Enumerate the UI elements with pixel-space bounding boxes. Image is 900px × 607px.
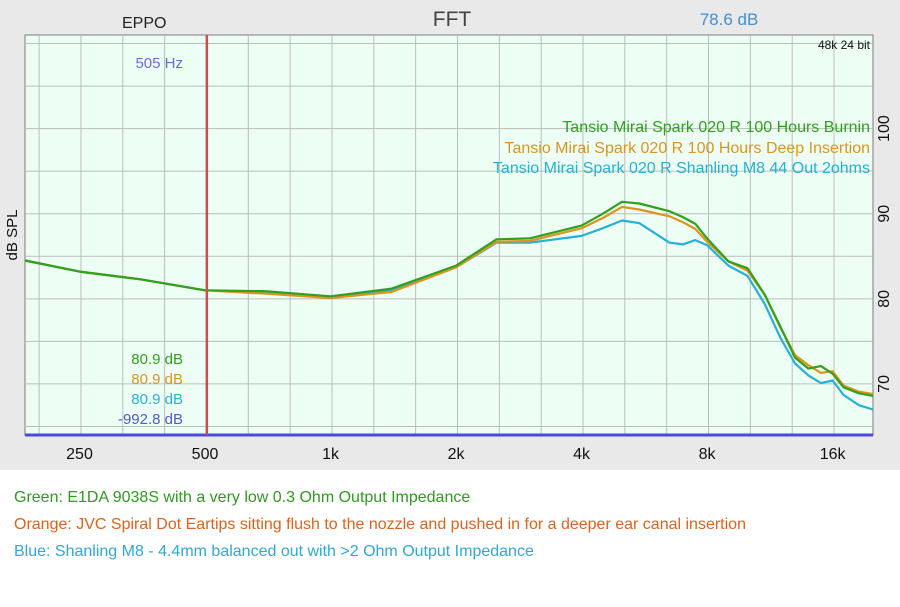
y-tick-label: 90 — [876, 205, 893, 223]
legend-entry: Tansio Mirai Spark 020 R Shanling M8 44 … — [493, 160, 870, 177]
level-readout-row: 80.9 dB — [131, 391, 183, 408]
x-tick-label: 250 — [66, 446, 93, 463]
x-tick-label: 4k — [573, 446, 591, 463]
series-group — [24, 200, 874, 411]
legend-entry: Tansio Mirai Spark 020 R 100 Hours Deep … — [504, 140, 870, 157]
cursor-frequency-label: 505 Hz — [135, 55, 183, 72]
x-tick-label: 8k — [699, 446, 717, 463]
caption-green: Green: E1DA 9038S with a very low 0.3 Oh… — [14, 489, 471, 506]
level-readout-row: 80.9 dB — [131, 371, 183, 388]
caption-blue: Blue: Shanling M8 - 4.4mm balanced out w… — [14, 543, 534, 560]
fft-chart: 250 500 1k 2k 4k 8k 16k 70 80 90 100 Tansio Mirai S… — [0, 0, 900, 470]
y-axis-label: dB SPL — [4, 210, 21, 261]
level-readout-row: 80.9 dB — [131, 351, 183, 368]
labels: 250 500 1k 2k 4k 8k 16k 70 80 90 100 Tansio Mirai S… — [66, 115, 893, 463]
x-tick-label: 1k — [322, 446, 340, 463]
grid — [25, 35, 873, 435]
header-left-label: EPPO — [122, 15, 166, 32]
y-tick-label: 80 — [876, 290, 893, 308]
chart-title: FFT — [433, 8, 472, 31]
y-tick-label: 70 — [876, 375, 893, 393]
caption-orange: Orange: JVC Spiral Dot Eartips sitting f… — [14, 516, 746, 533]
x-tick-label: 500 — [192, 446, 219, 463]
series-line-0 — [24, 200, 874, 397]
level-readout: 78.6 dB — [700, 10, 759, 29]
sample-info: 48k 24 bit — [818, 38, 871, 52]
level-readout-row: -992.8 dB — [118, 411, 183, 428]
legend-entry: Tansio Mirai Spark 020 R 100 Hours Burni… — [562, 119, 870, 136]
x-tick-label: 2k — [448, 446, 466, 463]
plot-area[interactable] — [24, 34, 874, 436]
x-tick-label: 16k — [820, 446, 847, 463]
y-tick-label: 100 — [876, 115, 893, 142]
